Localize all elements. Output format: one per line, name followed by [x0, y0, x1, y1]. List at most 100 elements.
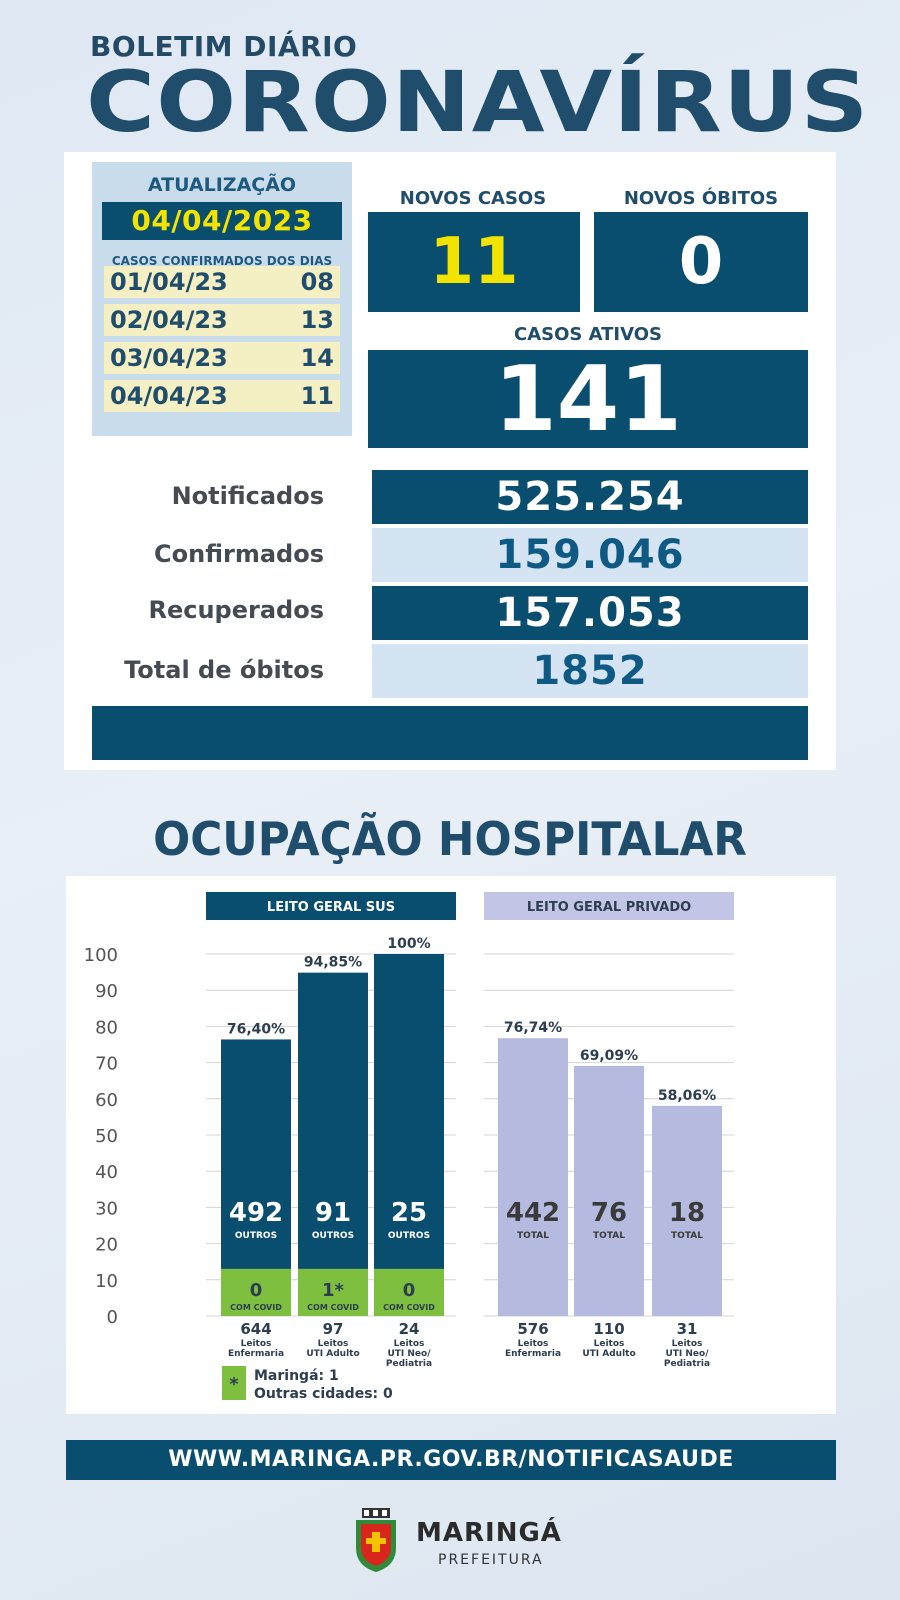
bar-main-caption: OUTROS	[388, 1231, 430, 1241]
legend-symbol: *	[229, 1374, 239, 1395]
logo-name: MARINGÁ	[416, 1518, 562, 1548]
stat-value-confirmed: 159.046	[372, 528, 808, 582]
bar-category-label: Leitos	[394, 1339, 425, 1349]
y-tick-label: 90	[95, 981, 118, 1002]
bar-category-label: UTI Adulto	[582, 1349, 635, 1359]
stat-value-deaths: 1852	[372, 644, 808, 698]
daily-row-date: 03/04/23	[110, 344, 228, 372]
bar-category-label: Enfermaria	[505, 1349, 561, 1359]
bar-total: 110	[593, 1320, 624, 1338]
update-box: ATUALIZAÇÃO 04/04/2023 CASOS CONFIRMADOS…	[92, 162, 352, 436]
bar-main-value: 18	[669, 1198, 705, 1228]
bar-main-caption: TOTAL	[671, 1231, 703, 1241]
daily-row-date: 04/04/23	[110, 382, 228, 410]
y-tick-label: 50	[95, 1126, 118, 1147]
update-date: 04/04/2023	[102, 202, 342, 240]
sus-header-label: LEITO GERAL SUS	[267, 900, 395, 915]
bar-others	[374, 954, 444, 1269]
bar-covid	[374, 1268, 444, 1316]
bar-covid	[298, 1268, 368, 1316]
city-shield-icon	[356, 1508, 396, 1572]
bar-main-caption: TOTAL	[593, 1231, 625, 1241]
daily-row-date: 02/04/23	[110, 306, 228, 334]
bar-covid-caption: COM COVID	[307, 1303, 359, 1312]
stat-label-deaths: Total de óbitos	[124, 656, 324, 684]
bar-category-label: Leitos	[594, 1339, 625, 1349]
bar-main-caption: TOTAL	[517, 1231, 549, 1241]
bar-percent-label: 100%	[387, 936, 430, 952]
y-tick-label: 100	[84, 945, 118, 966]
bar-percent-label: 76,74%	[504, 1020, 562, 1036]
bar-category-label: Enfermaria	[228, 1349, 284, 1359]
bar-total: 97	[323, 1320, 344, 1338]
bar-percent-label: 69,09%	[580, 1048, 638, 1064]
bar-percent-label: 94,85%	[304, 955, 362, 971]
bar-main-value: 492	[229, 1198, 283, 1228]
bar-total: 31	[677, 1320, 698, 1338]
bar-category-label: UTI Neo/	[665, 1349, 709, 1359]
bar-category-label: Leitos	[672, 1339, 703, 1349]
private-header-label: LEITO GERAL PRIVADO	[527, 900, 691, 915]
bar-category-label: UTI Adulto	[306, 1349, 359, 1359]
bar-covid-value: 0	[250, 1280, 263, 1301]
bar-category-label: Leitos	[518, 1339, 549, 1349]
bar-private	[574, 1065, 644, 1316]
bar-others	[298, 972, 368, 1269]
sus-header	[206, 892, 456, 920]
daily-row-date: 01/04/23	[110, 268, 228, 296]
bar-main-caption: OUTROS	[235, 1231, 277, 1241]
stat-value-recovered: 157.053	[372, 586, 808, 640]
stat-label-notified: Notificados	[171, 482, 324, 510]
bar-private	[652, 1105, 722, 1316]
legend-line-2: Outras cidades: 0	[254, 1386, 393, 1402]
bar-main-value: 91	[315, 1198, 351, 1228]
daily-row-value: 11	[300, 382, 334, 410]
bulletin-title: CORONAVÍRUS	[86, 53, 870, 151]
bar-covid-value: 1*	[322, 1280, 345, 1301]
bar-percent-label: 76,40%	[227, 1021, 285, 1037]
y-tick-label: 60	[95, 1090, 118, 1111]
decorative-band	[92, 706, 808, 760]
new-cases-value: 11	[368, 212, 580, 312]
y-tick-label: 20	[95, 1235, 118, 1256]
legend-swatch	[222, 1366, 246, 1400]
new-deaths-value: 0	[594, 212, 808, 312]
private-header	[484, 892, 734, 920]
update-subtitle: CASOS CONFIRMADOS DOS DIAS	[111, 254, 333, 268]
bar-category-label: UTI Neo/	[387, 1349, 431, 1359]
daily-row-value: 14	[300, 344, 334, 372]
y-tick-label: 0	[107, 1307, 118, 1328]
bar-percent-label: 58,06%	[658, 1088, 716, 1104]
bar-covid-value: 0	[403, 1280, 416, 1301]
daily-row-value: 08	[300, 268, 334, 296]
bar-total: 24	[399, 1320, 420, 1338]
bar-private	[498, 1038, 568, 1316]
new-deaths-label: NOVOS ÓBITOS	[623, 188, 779, 209]
bar-category-label: Pediatria	[386, 1359, 432, 1369]
daily-row: 01/04/23 08	[104, 266, 340, 298]
daily-row: 03/04/23 14	[104, 342, 340, 374]
y-tick-label: 80	[95, 1017, 118, 1038]
y-tick-label: 70	[95, 1054, 118, 1075]
bar-total: 576	[517, 1320, 548, 1338]
bar-main-value: 25	[391, 1198, 427, 1228]
stat-label-recovered: Recuperados	[148, 596, 324, 624]
bar-total: 644	[240, 1320, 271, 1338]
bar-main-value: 76	[591, 1198, 627, 1228]
stat-value-notified: 525.254	[372, 470, 808, 524]
bar-covid-caption: COM COVID	[383, 1303, 435, 1312]
daily-row: 04/04/23 11	[104, 380, 340, 412]
daily-row-value: 13	[300, 306, 334, 334]
bar-covid-caption: COM COVID	[230, 1303, 282, 1312]
bar-covid	[221, 1268, 291, 1316]
daily-row: 02/04/23 13	[104, 304, 340, 336]
footer-url[interactable]: WWW.MARINGA.PR.GOV.BR/NOTIFICASAUDE	[66, 1440, 836, 1480]
active-cases-label: CASOS ATIVOS	[513, 324, 663, 345]
logo-subtitle: PREFEITURA	[438, 1552, 544, 1568]
bar-category-label: Leitos	[241, 1339, 272, 1349]
hospital-title: OCUPAÇÃO HOSPITALAR	[153, 812, 747, 866]
bulletin-subtitle: BOLETIM DIÁRIO	[90, 30, 358, 63]
legend-line-1: Maringá: 1	[254, 1368, 339, 1384]
bar-main-caption: OUTROS	[312, 1231, 354, 1241]
bar-category-label: Pediatria	[664, 1359, 710, 1369]
